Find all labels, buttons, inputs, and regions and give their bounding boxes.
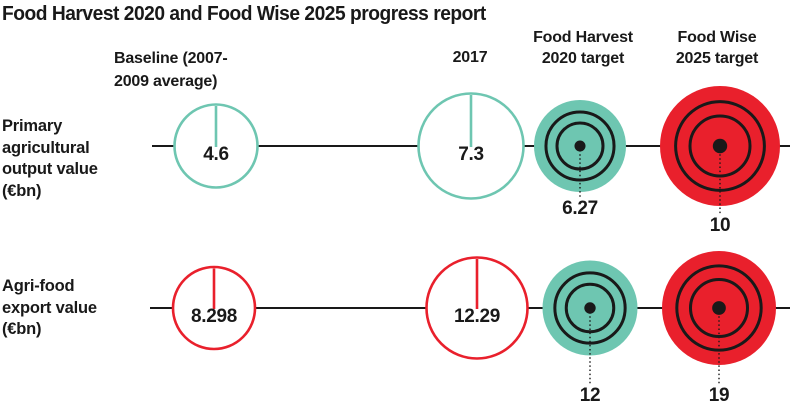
agri-food-export-fw2025-target-inner-ring — [689, 278, 749, 338]
column-header-fw2025-line2: 2025 target — [675, 50, 759, 67]
agri-food-export-fw2025-target-value-label: 19 — [709, 385, 730, 406]
column-header-fh2020-line2: 2020 target — [541, 50, 625, 67]
row-label-line: export value — [2, 298, 97, 317]
row-label-line: (€bn) — [2, 320, 42, 338]
column-header-2017: 2017 — [452, 49, 488, 66]
row-label-primary-agricultural-output: Primary agricultural output value (€bn) — [2, 116, 98, 202]
column-header-baseline-line1: Baseline (2007- — [114, 50, 228, 67]
primary-agricultural-output-fw2025-target-value-label: 10 — [710, 215, 731, 236]
agri-food-export-fh2020-target-outer-ring — [553, 271, 627, 345]
column-header-food-wise-2025: Food Wise 2025 target — [642, 27, 790, 69]
agri-food-export-fh2020-target-inner-ring — [564, 282, 616, 334]
row-label-line: agricultural — [2, 138, 90, 157]
agri-food-export-fh2020-target-value-label: 12 — [580, 385, 601, 406]
primary-agricultural-output-fw2025-target-outer-ring — [674, 100, 766, 192]
row-label-agri-food-export: Agri-food export value (€bn) — [2, 276, 97, 341]
primary-agricultural-output-value-2017-value-label: 7.3 — [458, 144, 484, 165]
column-header-baseline: Baseline (2007- 2009 average) — [114, 47, 304, 93]
primary-agricultural-output-fh2020-target-inner-ring — [555, 121, 605, 171]
column-header-fw2025-line1: Food Wise — [677, 29, 757, 46]
row-label-line: output value — [2, 160, 98, 178]
agri-food-export-value-2017-value-label: 12.29 — [454, 306, 500, 327]
row-label-line: (€bn) — [2, 181, 42, 200]
column-header-food-harvest-2020: Food Harvest 2020 target — [508, 27, 658, 69]
column-header-baseline-line2: 2009 average) — [114, 73, 218, 90]
primary-agricultural-output-fh2020-target-value-label: 6.27 — [562, 198, 598, 219]
primary-agricultural-output-baseline-value-label: 4.6 — [203, 144, 229, 165]
row-label-line: Primary — [2, 117, 63, 135]
column-header-fh2020-line1: Food Harvest — [533, 29, 633, 46]
chart-title: Food Harvest 2020 and Food Wise 2025 pro… — [2, 3, 486, 25]
agri-food-export-baseline-value-label: 8.298 — [191, 306, 237, 327]
row-label-line: Agri-food — [2, 277, 75, 295]
